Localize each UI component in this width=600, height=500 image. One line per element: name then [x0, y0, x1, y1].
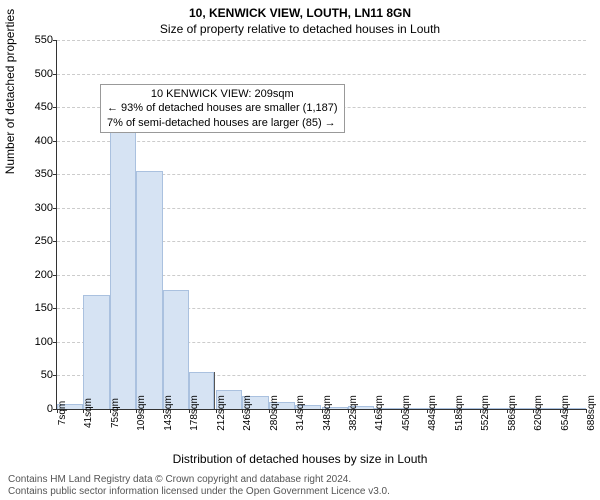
x-tick-label: 348sqm	[322, 395, 333, 431]
y-tick-mark	[53, 40, 57, 41]
y-axis-label: Number of detached properties	[3, 9, 17, 174]
y-tick-mark	[53, 141, 57, 142]
x-tick-label: 212sqm	[216, 395, 227, 431]
x-tick-label: 246sqm	[242, 395, 253, 431]
chart-subtitle: Size of property relative to detached ho…	[0, 20, 600, 36]
histogram-bar	[163, 290, 189, 409]
annotation-line: ← 93% of detached houses are smaller (1,…	[107, 101, 338, 115]
y-tick-mark	[53, 308, 57, 309]
histogram-chart: 10, KENWICK VIEW, LOUTH, LN11 8GN Size o…	[0, 0, 600, 500]
gridline	[57, 74, 586, 75]
attribution: Contains HM Land Registry data © Crown c…	[8, 474, 592, 498]
x-tick-label: 518sqm	[454, 395, 465, 431]
x-tick-label: 41sqm	[83, 398, 94, 428]
y-tick-label: 450	[35, 101, 53, 113]
x-tick-label: 586sqm	[507, 395, 518, 431]
x-tick-label: 620sqm	[533, 395, 544, 431]
x-tick-label: 450sqm	[401, 395, 412, 431]
histogram-bar	[83, 295, 109, 409]
x-tick-label: 688sqm	[586, 395, 597, 431]
x-tick-label: 552sqm	[480, 395, 491, 431]
y-tick-label: 350	[35, 168, 53, 180]
y-tick-label: 300	[35, 202, 53, 214]
y-tick-label: 150	[35, 302, 53, 314]
x-tick-label: 382sqm	[348, 395, 359, 431]
chart-title: 10, KENWICK VIEW, LOUTH, LN11 8GN	[0, 0, 600, 20]
y-tick-mark	[53, 208, 57, 209]
annotation-line: 10 KENWICK VIEW: 209sqm	[107, 87, 338, 101]
y-tick-mark	[53, 174, 57, 175]
plot-area: 10 KENWICK VIEW: 209sqm ← 93% of detache…	[56, 40, 586, 410]
y-tick-label: 500	[35, 68, 53, 80]
gridline	[57, 141, 586, 142]
x-tick-label: 416sqm	[374, 395, 385, 431]
y-tick-label: 50	[41, 369, 53, 381]
x-tick-label: 75sqm	[110, 398, 121, 428]
x-tick-label: 314sqm	[295, 395, 306, 431]
y-tick-label: 100	[35, 336, 53, 348]
x-tick-label: 484sqm	[427, 395, 438, 431]
y-tick-label: 200	[35, 269, 53, 281]
y-tick-label: 400	[35, 135, 53, 147]
histogram-bar	[110, 121, 136, 409]
annotation-line: 7% of semi-detached houses are larger (8…	[107, 116, 338, 130]
y-tick-mark	[53, 275, 57, 276]
y-tick-label: 0	[47, 403, 53, 415]
x-tick-label: 280sqm	[269, 395, 280, 431]
y-tick-mark	[53, 375, 57, 376]
x-tick-label: 178sqm	[189, 395, 200, 431]
x-tick-label: 654sqm	[560, 395, 571, 431]
y-tick-label: 550	[35, 34, 53, 46]
y-tick-mark	[53, 241, 57, 242]
histogram-bar	[136, 171, 162, 409]
attribution-line: Contains HM Land Registry data © Crown c…	[8, 474, 592, 486]
annotation-box: 10 KENWICK VIEW: 209sqm ← 93% of detache…	[100, 84, 345, 133]
gridline	[57, 40, 586, 41]
x-tick-label: 7sqm	[57, 401, 68, 425]
y-tick-mark	[53, 342, 57, 343]
highlight-divider	[214, 372, 215, 409]
x-tick-label: 109sqm	[136, 395, 147, 431]
x-tick-label: 143sqm	[163, 395, 174, 431]
x-axis-label: Distribution of detached houses by size …	[0, 452, 600, 466]
y-tick-mark	[53, 107, 57, 108]
y-tick-mark	[53, 74, 57, 75]
attribution-line: Contains public sector information licen…	[8, 486, 592, 498]
y-tick-label: 250	[35, 235, 53, 247]
